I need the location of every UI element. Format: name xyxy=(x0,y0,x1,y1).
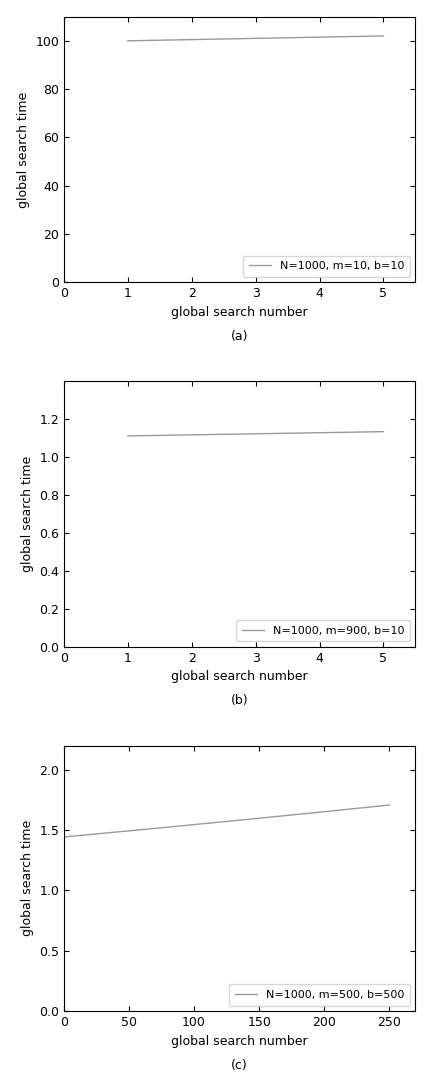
Y-axis label: global search time: global search time xyxy=(21,456,34,572)
Text: (c): (c) xyxy=(231,1059,248,1072)
Legend: N=1000, m=10, b=10: N=1000, m=10, b=10 xyxy=(243,256,410,277)
Legend: N=1000, m=900, b=10: N=1000, m=900, b=10 xyxy=(236,620,410,641)
Text: (a): (a) xyxy=(231,330,248,343)
Y-axis label: global search time: global search time xyxy=(21,820,34,936)
X-axis label: global search number: global search number xyxy=(172,1034,308,1047)
Text: (b): (b) xyxy=(231,694,248,707)
X-axis label: global search number: global search number xyxy=(172,671,308,684)
X-axis label: global search number: global search number xyxy=(172,306,308,319)
Y-axis label: global search time: global search time xyxy=(17,91,30,207)
Legend: N=1000, m=500, b=500: N=1000, m=500, b=500 xyxy=(229,984,410,1006)
